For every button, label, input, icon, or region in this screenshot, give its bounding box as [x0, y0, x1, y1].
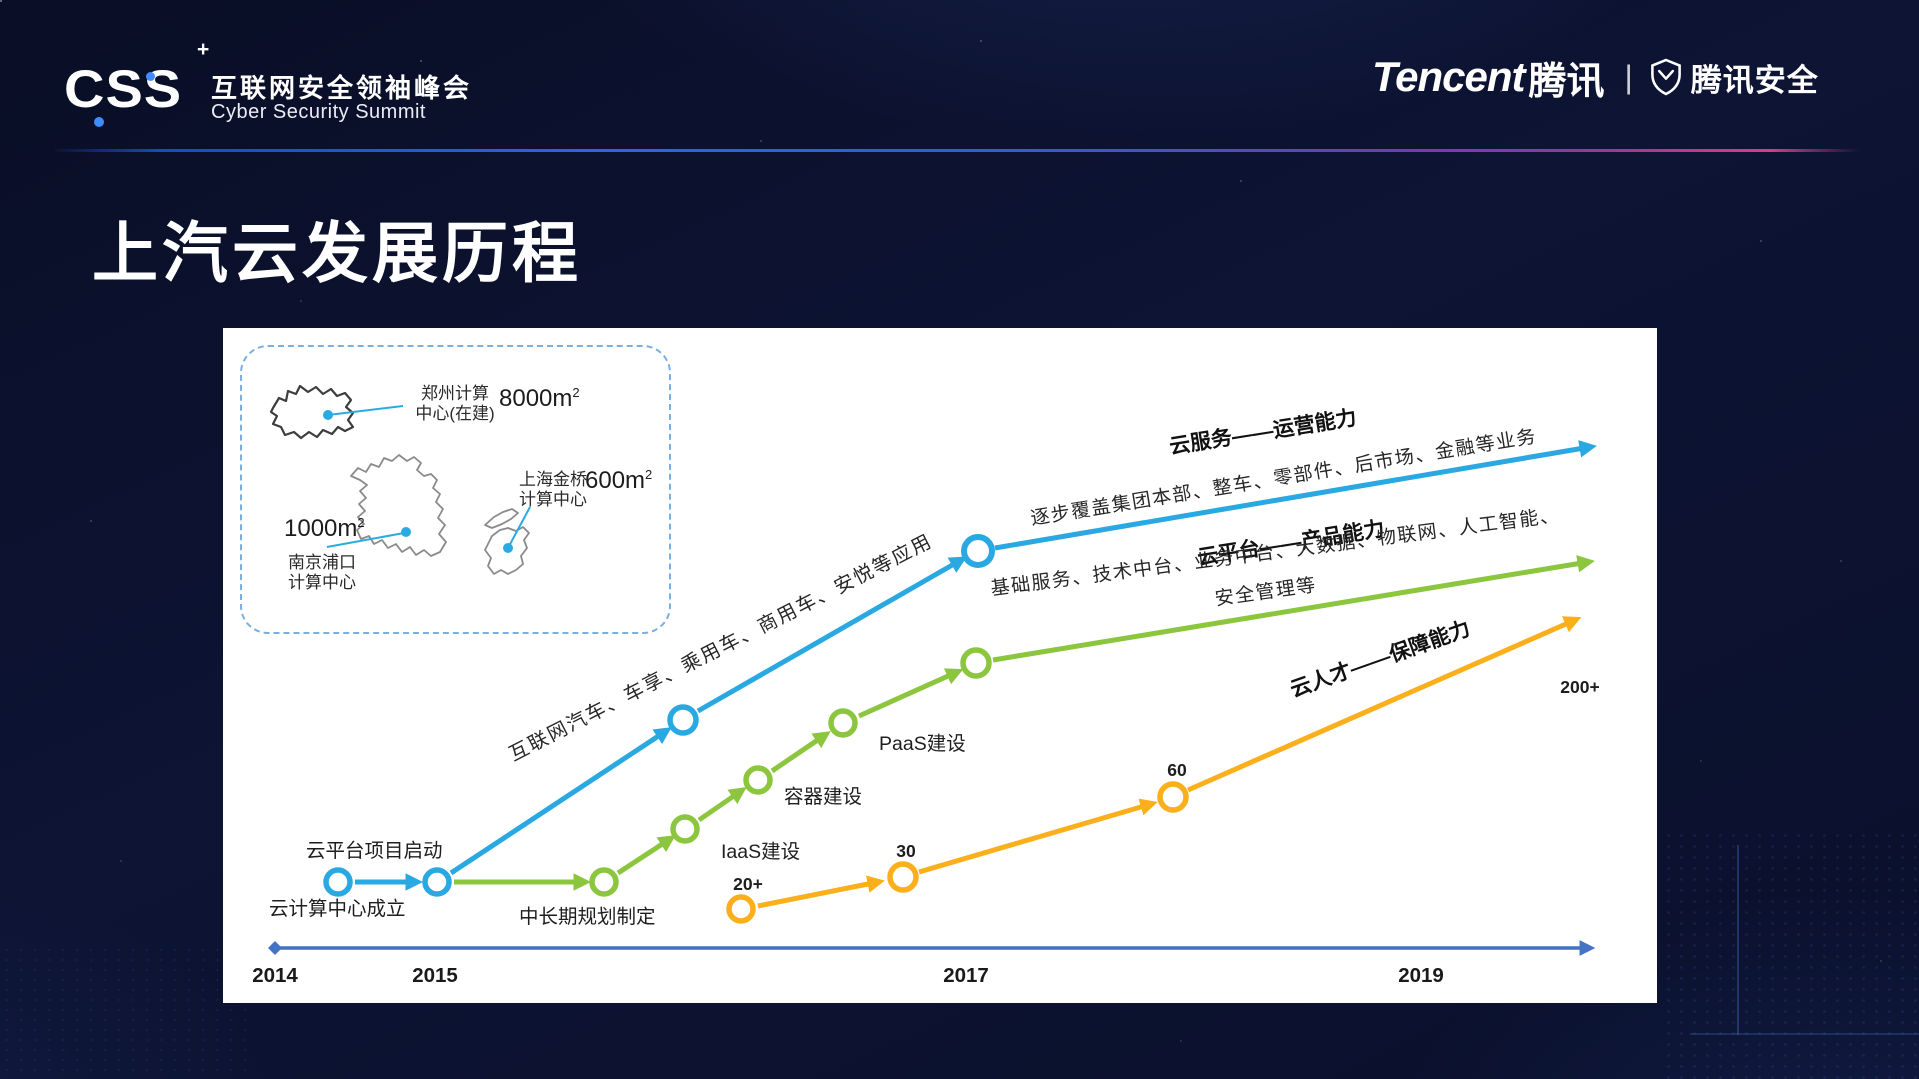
zhengzhou-area-label: 8000m2: [499, 385, 580, 412]
talent-value-30: 30: [896, 841, 916, 861]
milestone-cloud-platform-project-launch: 云平台项目启动: [306, 840, 443, 862]
decor-vertical-line: [1737, 845, 1739, 1035]
summit-title-en: Cyber Security Summit: [211, 101, 426, 123]
shanghai-center-label: 上海金桥 计算中心: [519, 470, 587, 510]
timeline-axis: [268, 940, 1596, 956]
zhengzhou-center-label: 郑州计算 中心(在建): [415, 384, 495, 424]
axis-year-2014: 2014: [252, 964, 298, 987]
cloud-platform-milestone-markers: [589, 647, 992, 897]
decor-horizontal-line: [1690, 1033, 1919, 1035]
cloud-talent-milestone-markers: [726, 781, 1189, 924]
axis-year-2019: 2019: [1398, 964, 1444, 987]
talent-value-200plus: 200+: [1560, 677, 1600, 697]
tencent-logo-zh: 腾讯: [1528, 60, 1605, 103]
datacenter-dots: [323, 410, 513, 553]
timeline-panel: 郑州计算 中心(在建) 8000m2 上海金桥 计算中心 600m2 1000m…: [223, 328, 1657, 1003]
axis-year-2015: 2015: [412, 964, 458, 987]
axis-year-2017: 2017: [943, 964, 989, 987]
milestone-container: 容器建设: [784, 786, 863, 808]
css-logo: CSS: [64, 58, 183, 119]
nanjing-area-label: 1000m2: [284, 515, 365, 542]
timeline-graphic: [268, 384, 1597, 956]
dotted-texture-bottom-left: [0, 945, 250, 1079]
shanghai-area-label: 600m2: [585, 467, 653, 494]
cloud-platform-line: [454, 555, 1595, 891]
cloud-talent-line: [757, 616, 1582, 909]
page-title: 上汽云发展历程: [92, 216, 582, 290]
nanjing-center-label: 南京浦口 计算中心: [288, 553, 356, 593]
henan-map-outline: [269, 384, 355, 440]
tencent-security-label: 腾讯安全: [1690, 62, 1819, 98]
talent-value-60: 60: [1167, 760, 1187, 780]
dotted-texture-bottom-right: [1662, 830, 1919, 1079]
css-logo-plus-icon: +: [197, 38, 210, 61]
star-field: [0, 0, 2, 2]
summit-title-zh: 互联网安全领袖峰会: [211, 73, 473, 103]
cloud-service-milestone-markers: [323, 534, 995, 897]
milestone-cloud-computing-center-founded: 云计算中心成立: [269, 898, 406, 920]
css-logo-dot-icon: [94, 117, 104, 127]
shield-icon: [1649, 58, 1683, 96]
datacenter-inset-box: [240, 345, 671, 634]
tencent-logo-en: Tencent: [1372, 53, 1525, 100]
brand-separator: |: [1624, 58, 1633, 95]
jiangsu-map-outline: [350, 454, 447, 557]
css-logo-dot-icon: [146, 72, 155, 81]
talent-value-20plus: 20+: [733, 874, 763, 894]
milestone-paas: PaaS建设: [879, 733, 966, 755]
cloud-service-line: [355, 440, 1597, 891]
milestone-midlongterm-planning: 中长期规划制定: [519, 906, 656, 928]
header-divider-line: [55, 149, 1860, 152]
datacenter-leader-lines: [326, 405, 531, 549]
tencent-brand: Tencent 腾讯 | 腾讯安全: [1372, 50, 1819, 104]
milestone-iaas: IaaS建设: [721, 841, 801, 863]
